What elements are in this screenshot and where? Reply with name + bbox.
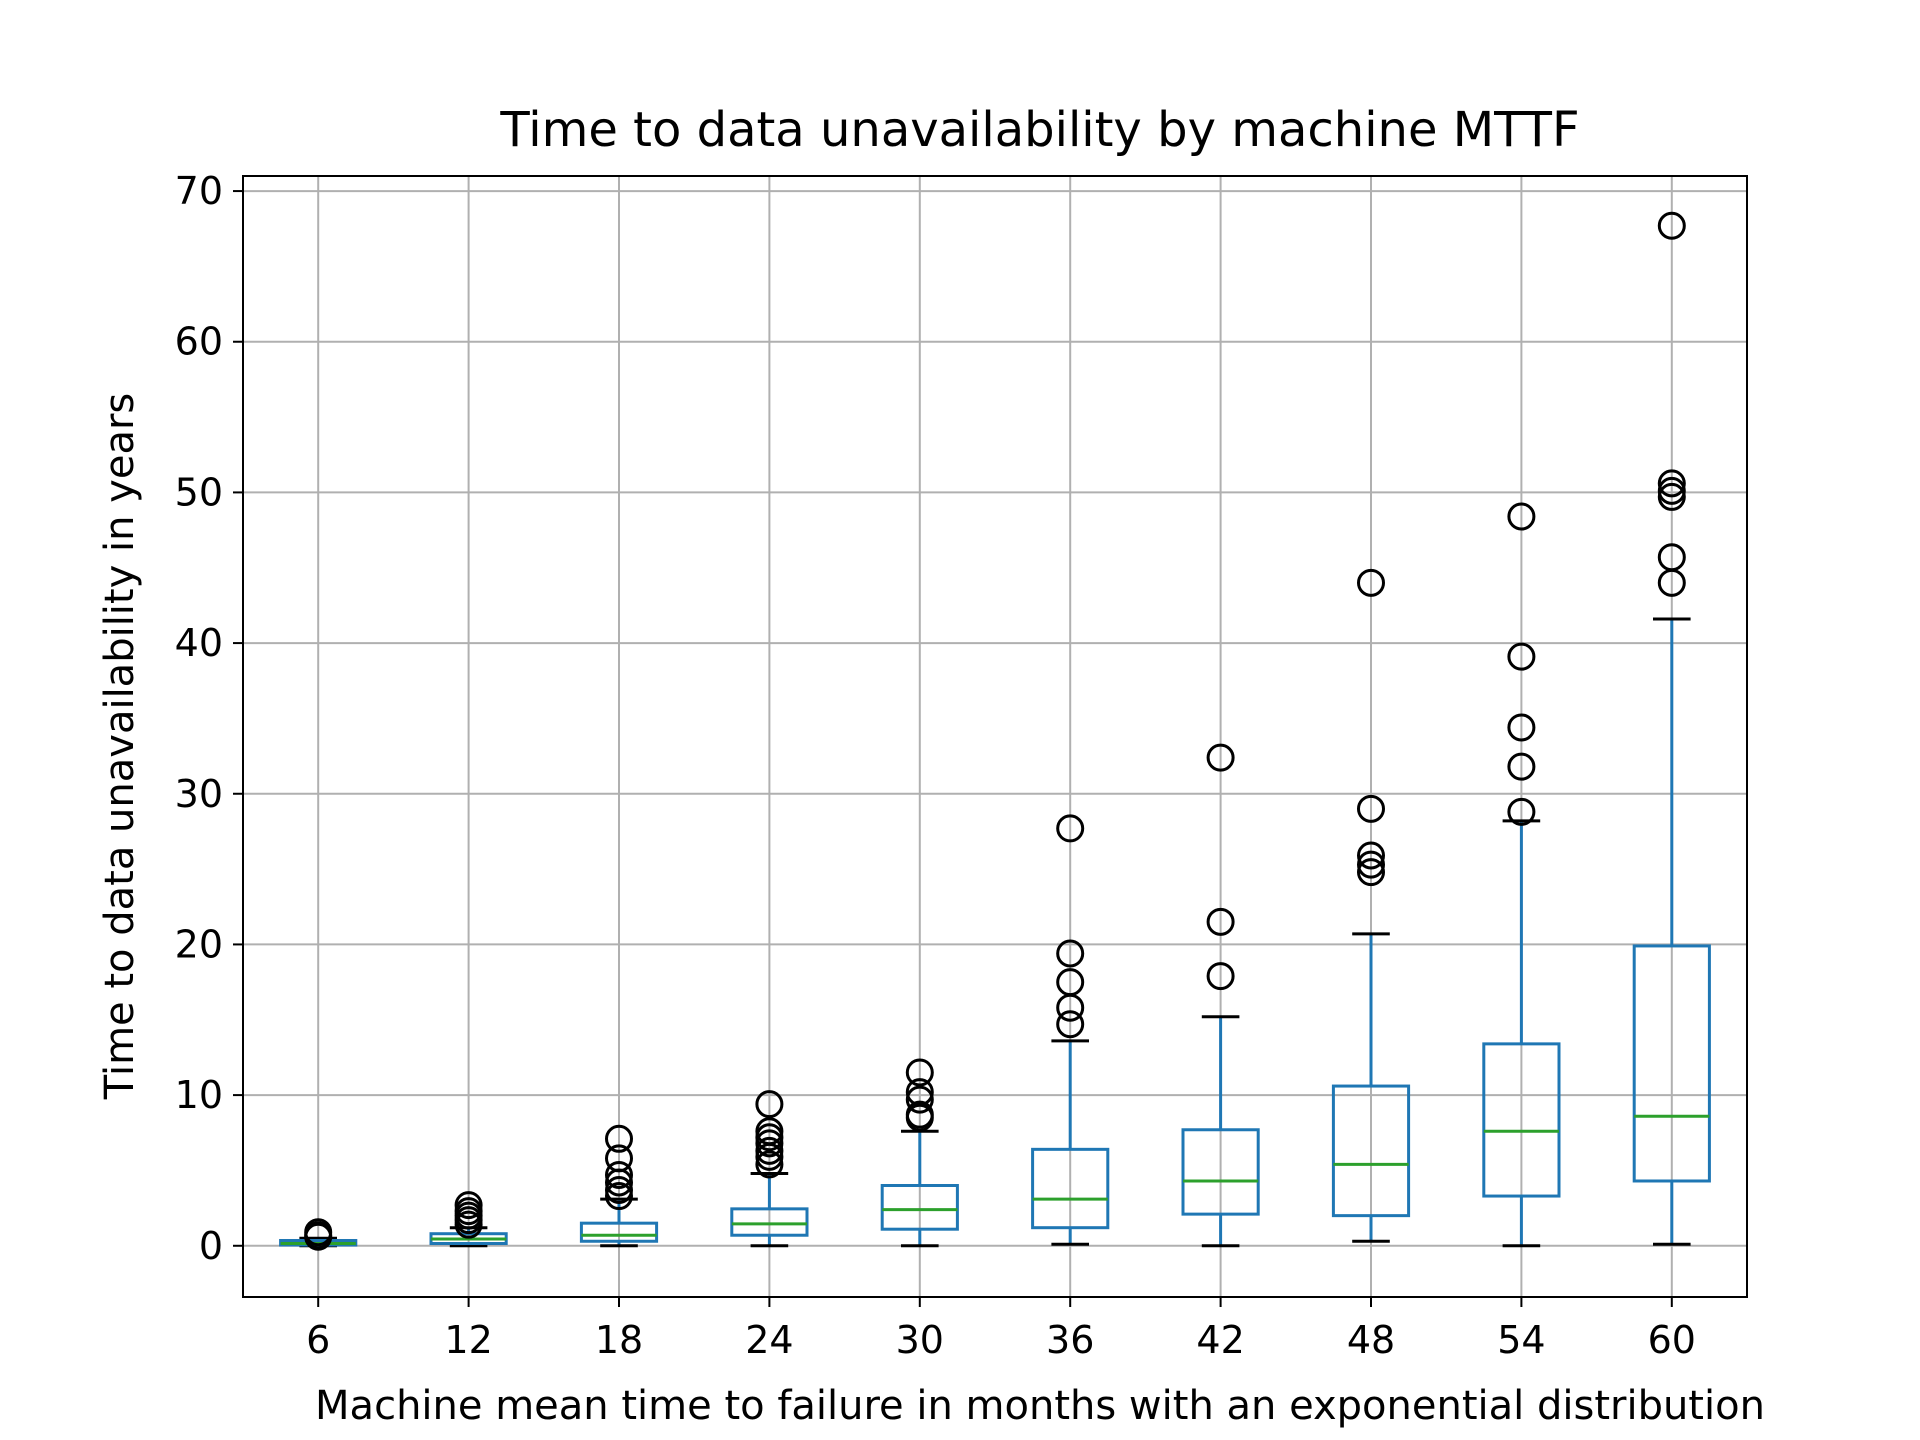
plot-area-frame: [242, 175, 1748, 1298]
box-group-30: [880, 1058, 959, 1248]
x-tick-label: 12: [444, 1318, 492, 1362]
outlier-point: [454, 1191, 483, 1220]
outlier-point: [1056, 1010, 1085, 1039]
x-tick-label: 60: [1648, 1318, 1696, 1362]
outlier-point: [905, 1085, 934, 1114]
outlier-point: [605, 1176, 633, 1205]
outlier-point: [1056, 814, 1085, 843]
box-group-24: [730, 1090, 809, 1248]
y-tick-label: 20: [175, 922, 223, 966]
outlier-point: [1357, 794, 1385, 823]
y-tick-label: 10: [175, 1073, 223, 1117]
x-tick-label: 42: [1196, 1318, 1244, 1362]
outlier-point: [1657, 211, 1686, 240]
y-tick-label: 50: [175, 470, 223, 514]
iqr-box: [1482, 1042, 1561, 1198]
boxes: [279, 211, 1711, 1251]
outlier-point: [1206, 907, 1235, 936]
outlier-point: [605, 1160, 633, 1189]
outlier-point: [1507, 642, 1536, 671]
iqr-box: [880, 1184, 959, 1231]
outlier-point: [304, 1218, 333, 1247]
outlier-point: [1357, 858, 1385, 887]
outlier-point: [1657, 476, 1686, 505]
box-group-6: [279, 1218, 358, 1251]
box-group-60: [1632, 211, 1711, 1246]
outlier-point: [605, 1124, 633, 1153]
outlier-point: [605, 1144, 633, 1173]
outlier-point: [1507, 797, 1536, 826]
x-axis-label: Machine mean time to failure in months w…: [315, 1383, 1765, 1429]
outlier-point: [905, 1058, 934, 1087]
outlier-point: [1206, 743, 1235, 772]
outlier-point: [1357, 841, 1385, 870]
iqr-box: [1632, 944, 1711, 1183]
y-tick-label: 30: [175, 772, 223, 816]
outlier-point: [755, 1136, 784, 1165]
outlier-point: [1206, 962, 1235, 991]
y-tick-label: 60: [175, 320, 223, 364]
box-group-12: [429, 1191, 508, 1248]
iqr-box: [730, 1207, 809, 1237]
outlier-point: [1056, 968, 1085, 997]
iqr-box: [1031, 1147, 1110, 1230]
outlier-point: [1507, 713, 1536, 742]
outlier-point: [1657, 543, 1686, 572]
iqr-box: [1331, 1084, 1411, 1218]
outlier-point: [755, 1090, 784, 1119]
outlier-point: [755, 1150, 784, 1179]
outlier-point: [1357, 850, 1385, 879]
y-tick-label: 0: [199, 1224, 223, 1268]
x-tick-label: 18: [595, 1318, 643, 1362]
box-group-48: [1331, 568, 1411, 1243]
outlier-point: [755, 1117, 784, 1146]
iqr-box: [579, 1221, 659, 1243]
x-tick-label: 30: [896, 1318, 944, 1362]
box-group-36: [1031, 814, 1110, 1246]
outlier-point: [1357, 568, 1385, 597]
y-axis-label: Time to data unavailability in years: [97, 393, 143, 1100]
outlier-point: [1507, 752, 1536, 781]
box-group-18: [579, 1124, 659, 1248]
x-tick-label: 24: [745, 1318, 793, 1362]
chart-title: Time to data unavailability by machine M…: [499, 102, 1579, 158]
x-tick-label: 36: [1046, 1318, 1094, 1362]
axis-ticks: 0 10 20 30 40 50 60 70 6 12 18 24 30 36 42 48 54 60: [175, 169, 1696, 1362]
y-tick-label: 70: [175, 169, 223, 213]
x-tick-label: 48: [1347, 1318, 1395, 1362]
box-group-42: [1181, 743, 1260, 1248]
outlier-point: [905, 1078, 934, 1107]
outlier-point: [1056, 939, 1085, 968]
outlier-point: [1657, 469, 1686, 498]
iqr-box: [1181, 1128, 1260, 1216]
outlier-point: [905, 1100, 934, 1129]
box-group-54: [1482, 502, 1561, 1248]
y-tick-label: 40: [175, 621, 223, 665]
x-tick-label: 6: [306, 1318, 330, 1362]
x-tick-label: 54: [1497, 1318, 1545, 1362]
outlier-point: [1507, 502, 1536, 531]
